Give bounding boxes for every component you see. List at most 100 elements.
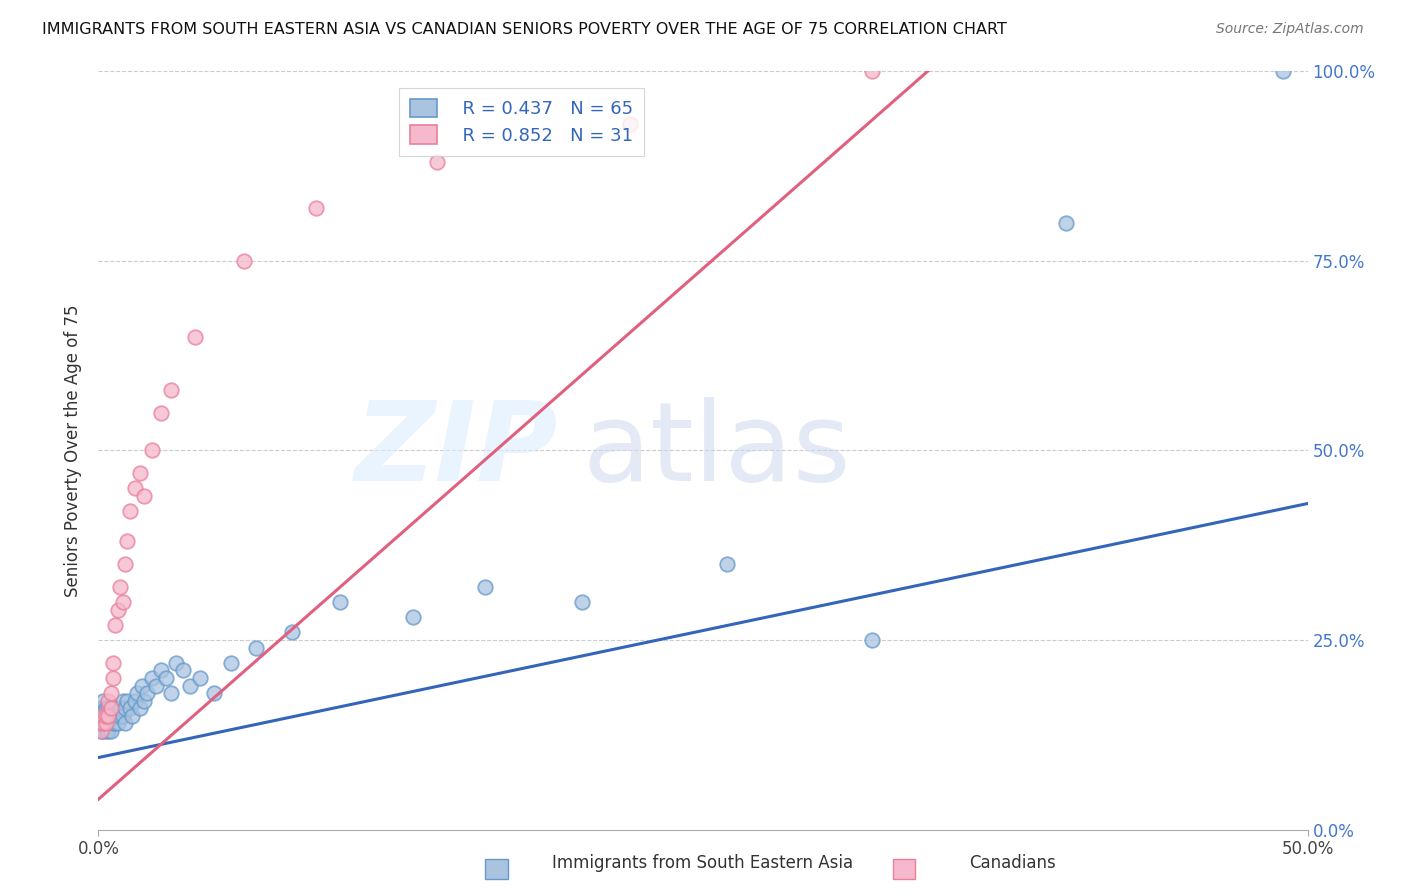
Point (232, 253, 254, 268)
Point (100, 708, 122, 723)
Point (107, 716, 129, 731)
Point (188, 671, 211, 685)
Point (114, 557, 136, 572)
Point (97, 708, 120, 723)
Point (860, 64, 883, 78)
Y-axis label: Seniors Poverty Over the Age of 75: Seniors Poverty Over the Age of 75 (65, 304, 83, 597)
Legend:   R = 0.437   N = 65,   R = 0.852   N = 31: R = 0.437 N = 65, R = 0.852 N = 31 (399, 88, 644, 155)
Point (204, 686, 226, 700)
Point (160, 686, 183, 700)
Point (104, 617, 127, 632)
Point (90, 701, 112, 715)
Point (114, 701, 136, 715)
Point (118, 701, 141, 715)
Point (402, 610, 425, 624)
Point (245, 640, 267, 655)
Point (91, 724, 114, 739)
Point (108, 701, 131, 715)
Point (571, 595, 593, 609)
Point (97, 708, 120, 723)
Point (172, 664, 194, 678)
Point (111, 694, 134, 708)
Point (91, 708, 114, 723)
Point (91, 701, 114, 715)
Point (114, 716, 136, 731)
Point (131, 678, 153, 692)
Point (150, 405, 173, 420)
Point (221, 656, 243, 670)
Point (90, 724, 112, 739)
Point (124, 482, 146, 496)
Point (179, 678, 201, 692)
Text: Immigrants from South Eastern Asia: Immigrants from South Eastern Asia (553, 855, 853, 872)
Point (134, 694, 156, 708)
Point (94, 716, 117, 731)
Point (1272, 64, 1295, 78)
Point (101, 701, 124, 715)
Point (97, 694, 120, 708)
Point (104, 701, 127, 715)
Point (100, 701, 122, 715)
Point (141, 443, 163, 458)
Point (90, 708, 112, 723)
Point (150, 664, 173, 678)
Text: Canadians: Canadians (969, 855, 1056, 872)
Point (90, 724, 112, 739)
Text: ZIP: ZIP (354, 397, 558, 504)
Point (91, 716, 114, 731)
Point (107, 603, 129, 617)
Point (145, 678, 167, 692)
Point (135, 686, 157, 700)
Point (118, 504, 141, 518)
Point (108, 580, 131, 594)
Point (100, 716, 122, 731)
Point (474, 580, 496, 594)
Point (91, 716, 114, 731)
Point (160, 383, 183, 397)
Point (1054, 216, 1077, 230)
Point (619, 117, 641, 131)
Text: IMMIGRANTS FROM SOUTH EASTERN ASIA VS CANADIAN SENIORS POVERTY OVER THE AGE OF 7: IMMIGRANTS FROM SOUTH EASTERN ASIA VS CA… (42, 22, 1007, 37)
Point (426, 155, 449, 169)
Point (94, 708, 117, 723)
Point (329, 595, 352, 609)
Point (91, 694, 114, 708)
Point (108, 708, 131, 723)
Point (94, 708, 117, 723)
Point (100, 724, 122, 739)
Point (104, 716, 127, 731)
Point (121, 708, 143, 723)
Point (134, 489, 156, 503)
Point (101, 656, 124, 670)
Point (107, 708, 129, 723)
Point (111, 708, 134, 723)
Point (91, 708, 114, 723)
Point (716, 557, 738, 572)
Point (101, 708, 124, 723)
Point (100, 701, 122, 715)
Point (141, 671, 163, 685)
Point (94, 701, 117, 715)
Text: Source: ZipAtlas.com: Source: ZipAtlas.com (1216, 22, 1364, 37)
Point (281, 625, 304, 640)
Point (97, 716, 120, 731)
Point (97, 724, 120, 739)
Text: atlas: atlas (582, 397, 851, 504)
Point (127, 686, 149, 700)
Point (94, 716, 117, 731)
Point (97, 701, 120, 715)
Point (128, 467, 150, 481)
Point (90, 716, 112, 731)
Point (101, 716, 124, 731)
Point (117, 694, 139, 708)
Point (94, 724, 117, 739)
Point (90, 716, 112, 731)
Point (128, 701, 150, 715)
Point (860, 633, 883, 648)
Point (104, 708, 127, 723)
Point (305, 201, 328, 215)
Point (184, 330, 207, 344)
Point (101, 671, 124, 685)
Point (111, 595, 134, 609)
Point (124, 694, 146, 708)
